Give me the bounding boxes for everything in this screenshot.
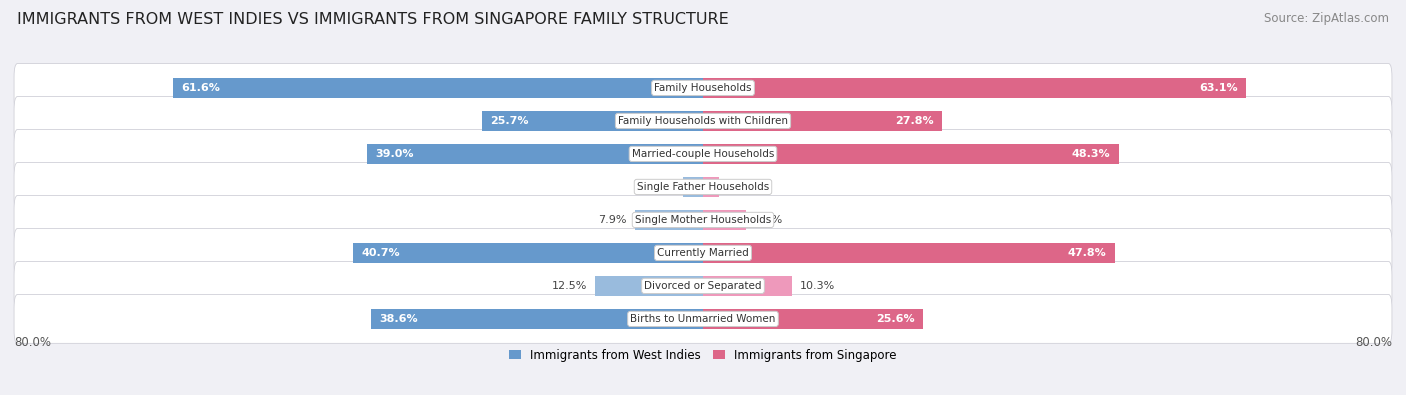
Text: 7.9%: 7.9% [598,215,626,225]
Text: 25.6%: 25.6% [876,314,915,324]
Bar [703,177,720,197]
Text: 40.7%: 40.7% [361,248,399,258]
FancyBboxPatch shape [14,130,1392,179]
Text: Married-couple Households: Married-couple Households [631,149,775,159]
Text: 5.0%: 5.0% [755,215,783,225]
Bar [636,210,703,230]
FancyBboxPatch shape [14,196,1392,245]
Bar [173,78,703,98]
Bar [703,210,747,230]
Text: IMMIGRANTS FROM WEST INDIES VS IMMIGRANTS FROM SINGAPORE FAMILY STRUCTURE: IMMIGRANTS FROM WEST INDIES VS IMMIGRANT… [17,12,728,27]
Bar [353,243,703,263]
Text: Single Father Households: Single Father Households [637,182,769,192]
Text: Births to Unmarried Women: Births to Unmarried Women [630,314,776,324]
FancyBboxPatch shape [14,294,1392,343]
Legend: Immigrants from West Indies, Immigrants from Singapore: Immigrants from West Indies, Immigrants … [509,348,897,361]
Bar [703,111,942,131]
Text: 25.7%: 25.7% [491,116,529,126]
Bar [367,144,703,164]
Bar [482,111,703,131]
Text: 38.6%: 38.6% [380,314,418,324]
Text: 12.5%: 12.5% [551,281,586,291]
Text: 27.8%: 27.8% [896,116,934,126]
Text: 80.0%: 80.0% [14,336,51,349]
Text: 1.9%: 1.9% [728,182,756,192]
Text: 47.8%: 47.8% [1067,248,1107,258]
Text: Family Households with Children: Family Households with Children [619,116,787,126]
Text: 39.0%: 39.0% [375,149,415,159]
FancyBboxPatch shape [14,64,1392,113]
Text: 10.3%: 10.3% [800,281,835,291]
Bar [683,177,703,197]
Text: 48.3%: 48.3% [1071,149,1111,159]
FancyBboxPatch shape [14,228,1392,277]
Bar [371,308,703,329]
Text: 2.3%: 2.3% [647,182,675,192]
Bar [703,243,1115,263]
Bar [703,276,792,296]
Text: Source: ZipAtlas.com: Source: ZipAtlas.com [1264,12,1389,25]
Text: Single Mother Households: Single Mother Households [636,215,770,225]
FancyBboxPatch shape [14,261,1392,310]
FancyBboxPatch shape [14,162,1392,211]
Text: Currently Married: Currently Married [657,248,749,258]
Text: Divorced or Separated: Divorced or Separated [644,281,762,291]
Text: 61.6%: 61.6% [181,83,219,93]
Bar [703,144,1119,164]
Text: 80.0%: 80.0% [1355,336,1392,349]
FancyBboxPatch shape [14,96,1392,145]
Bar [703,78,1246,98]
Text: 63.1%: 63.1% [1199,83,1237,93]
Bar [595,276,703,296]
Text: Family Households: Family Households [654,83,752,93]
Bar [703,308,924,329]
